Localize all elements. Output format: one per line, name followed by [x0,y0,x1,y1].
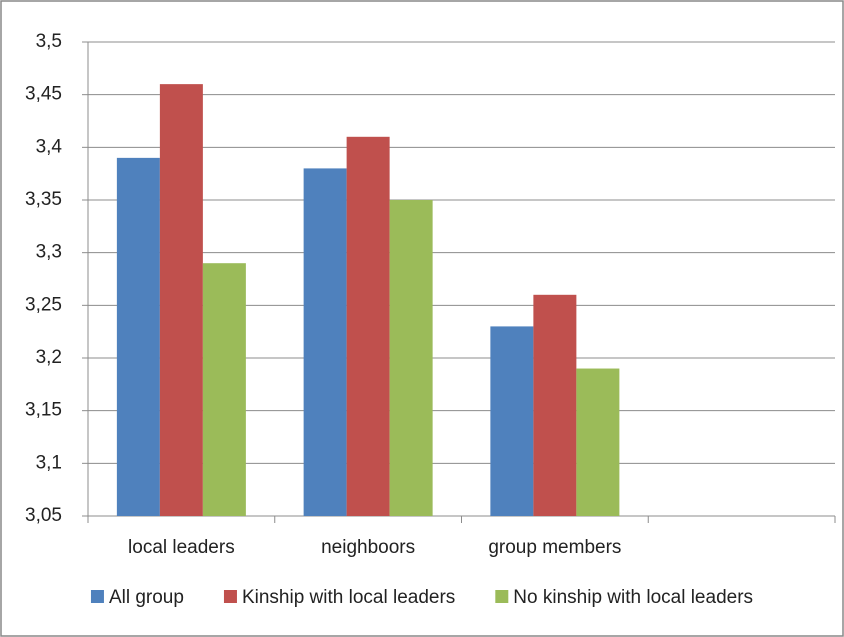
legend-swatch [90,590,104,603]
bar [116,157,160,516]
bar [490,326,534,516]
y-tick-label: 3,4 [36,136,63,157]
bar [576,368,620,516]
y-tick-label: 3,3 [36,242,62,263]
bar [346,136,390,517]
y-tick-label: 3,15 [25,400,62,421]
x-tick-label: neighboors [321,537,415,558]
legend-label: Kinship with local leaders [242,587,455,608]
y-tick-label: 3,35 [25,189,62,210]
legend-label: No kinship with local leaders [513,587,753,608]
x-tick-label: local leaders [128,537,235,558]
bar [202,263,246,516]
x-tick-label: group members [488,537,621,558]
bar [533,294,577,516]
legend-swatch [495,590,509,603]
y-tick-label: 3,5 [36,31,62,52]
legend-swatch [223,590,237,603]
y-tick-label: 3,2 [36,347,62,368]
bar [389,200,433,516]
bar [159,84,203,516]
y-tick-label: 3,45 [25,84,62,105]
legend-label: All group [109,587,184,608]
y-tick-label: 3,1 [36,452,62,473]
y-tick-label: 3,05 [25,505,62,526]
bar [303,168,347,516]
y-tick-label: 3,25 [25,294,62,315]
